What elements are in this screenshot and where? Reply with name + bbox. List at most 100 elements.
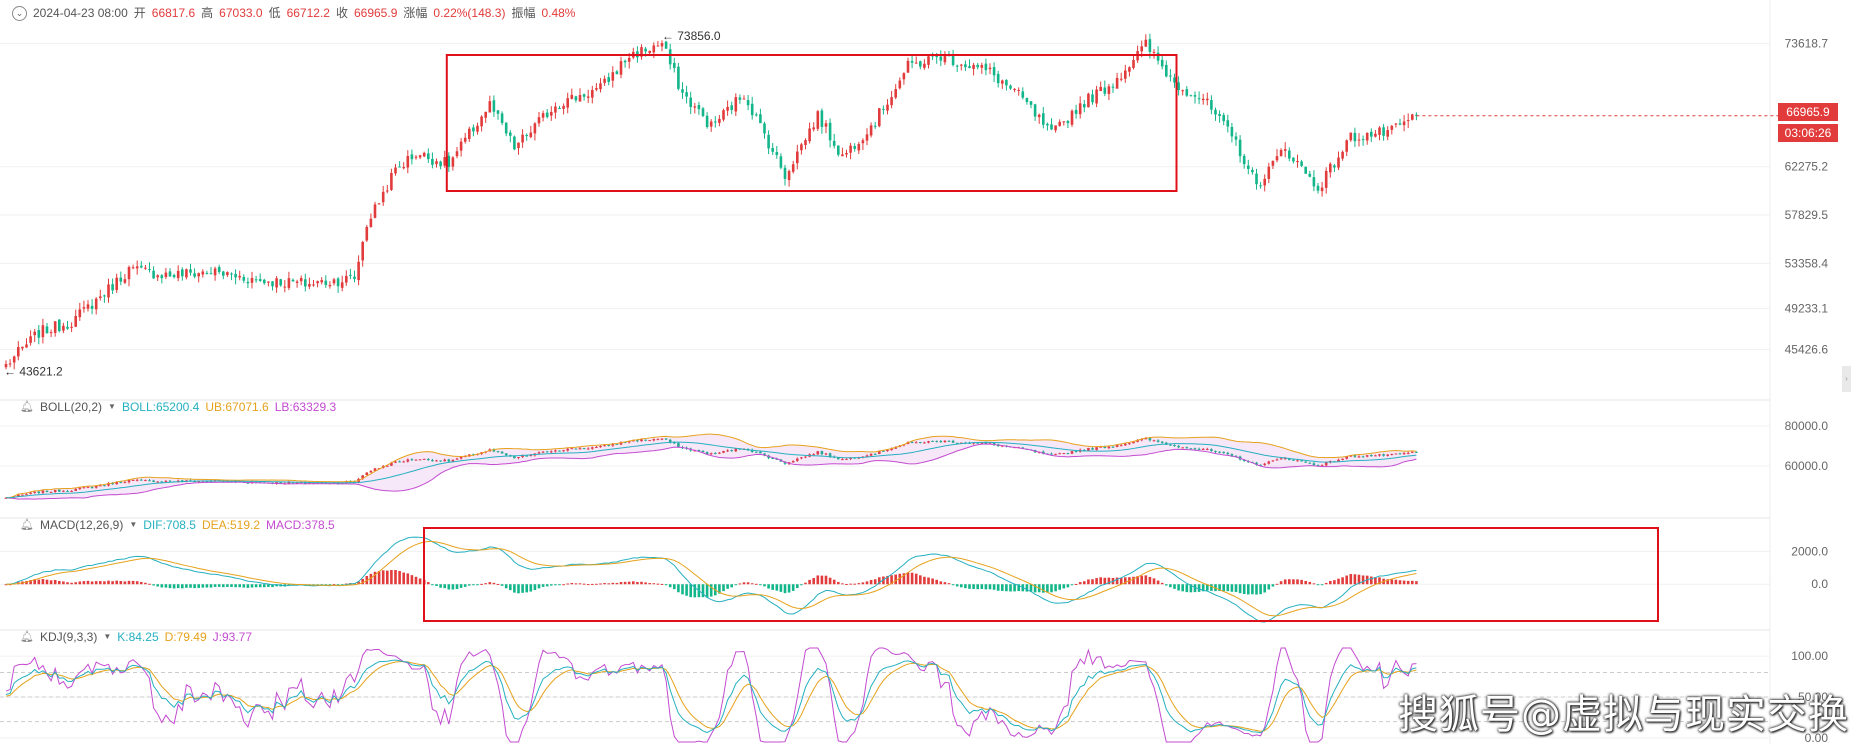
candle-body xyxy=(283,286,287,288)
candle-body xyxy=(767,134,770,149)
boll-candle-body xyxy=(496,451,500,453)
candle-body xyxy=(1132,60,1135,68)
candle-body xyxy=(271,281,274,287)
macd-dea-line xyxy=(5,540,1417,617)
boll-candle-body xyxy=(1353,455,1357,457)
boll-candle-body xyxy=(1140,439,1143,441)
macd-bar xyxy=(1267,584,1271,590)
macd-bar xyxy=(1222,584,1225,592)
candle-body xyxy=(1099,86,1102,92)
candle-body xyxy=(660,43,664,47)
candle-body xyxy=(984,63,988,71)
candle-body xyxy=(226,272,229,276)
bell-icon[interactable]: 🔔︎ xyxy=(20,631,34,643)
boll-lb: LB:63329.3 xyxy=(274,400,337,414)
macd-name[interactable]: MACD(12,26,9) xyxy=(39,518,124,532)
macd-bar xyxy=(931,578,934,585)
boll-candle-body xyxy=(1415,451,1418,453)
candle-body xyxy=(533,123,537,134)
macd-bar xyxy=(451,584,455,590)
candle-body xyxy=(1021,91,1025,98)
candle-body xyxy=(406,156,410,168)
candle-body xyxy=(779,156,783,168)
caret-down-icon[interactable]: ▼ xyxy=(129,520,138,529)
panel-expand-handle[interactable]: › xyxy=(1842,366,1851,392)
macd-bar xyxy=(1238,584,1242,594)
boll-candle-body xyxy=(1300,460,1303,462)
boll-name[interactable]: BOLL(20,2) xyxy=(39,400,103,414)
candle-body xyxy=(1128,67,1131,72)
candle-body xyxy=(1185,89,1189,96)
candle-body xyxy=(107,284,110,298)
candle-body xyxy=(304,279,307,287)
candle-body xyxy=(607,77,610,83)
caret-down-icon[interactable]: ▼ xyxy=(108,402,116,411)
boll-candle-body xyxy=(431,460,434,462)
macd-bar xyxy=(718,584,721,594)
macd-bar xyxy=(759,584,762,586)
boll-candle-body xyxy=(127,479,131,483)
boll-candle-body xyxy=(1304,461,1307,463)
candle-body xyxy=(1181,90,1184,92)
boll-candle-body xyxy=(845,458,848,460)
boll-candle-body xyxy=(33,491,36,493)
candle-body xyxy=(250,277,254,283)
macd-bar xyxy=(427,582,430,585)
caret-down-icon[interactable]: ▼ xyxy=(103,632,112,641)
macd-layer xyxy=(4,536,1418,623)
macd-bar xyxy=(841,583,844,585)
collapse-chevron-icon[interactable]: ⌄ xyxy=(12,5,27,21)
boll-candle-body xyxy=(504,453,508,456)
candle-body xyxy=(517,142,520,149)
macd-bar xyxy=(127,580,131,585)
macd-bar xyxy=(1333,580,1336,585)
macd-bar xyxy=(1029,584,1033,592)
macd-bar xyxy=(1001,584,1004,591)
boll-candle-body xyxy=(140,479,143,481)
candle-body xyxy=(783,167,787,179)
candle-body xyxy=(1054,125,1057,131)
macd-bar xyxy=(217,584,221,587)
macd-bar xyxy=(1349,574,1353,585)
macd-bar xyxy=(328,584,332,586)
boll-mid-line xyxy=(5,441,1417,499)
macd-bar xyxy=(705,584,709,598)
candle-body xyxy=(455,151,459,157)
boll-candle-body xyxy=(517,457,520,459)
boll-candle-body xyxy=(886,450,889,452)
kdj-name[interactable]: KDJ(9,3,3) xyxy=(39,630,98,644)
candle-body xyxy=(1062,121,1066,123)
candle-body xyxy=(1214,109,1217,115)
boll-candle-body xyxy=(119,481,123,483)
macd-bar xyxy=(160,584,164,588)
bell-icon[interactable]: 🔔︎ xyxy=(20,519,34,531)
macd-bar xyxy=(898,573,902,585)
candle-body xyxy=(960,64,963,66)
boll-candle-body xyxy=(1177,445,1180,448)
macd-bar xyxy=(181,584,184,589)
boll-candle-body xyxy=(796,458,799,461)
boll-candle-body xyxy=(714,453,717,455)
candle-body xyxy=(656,45,660,47)
macd-bar xyxy=(1357,574,1361,585)
boll-candle-body xyxy=(935,440,938,442)
bell-icon[interactable]: 🔔︎ xyxy=(20,401,34,413)
candle-body xyxy=(1046,123,1049,126)
macd-bar xyxy=(681,584,684,595)
macd-bar xyxy=(1058,584,1061,590)
candle-body xyxy=(1288,150,1291,159)
boll-candle-body xyxy=(99,485,102,487)
candle-body xyxy=(492,100,496,112)
boll-candle-body xyxy=(1308,462,1312,464)
macd-bar xyxy=(45,579,49,585)
candle-body xyxy=(1263,178,1266,186)
macd-bar xyxy=(394,570,397,585)
candle-body xyxy=(1107,86,1111,94)
candle-body xyxy=(755,114,758,116)
macd-bar xyxy=(119,581,123,585)
macd-bar xyxy=(390,569,393,585)
macd-bar xyxy=(1115,577,1119,585)
boll-candle-body xyxy=(164,480,168,482)
macd-bar xyxy=(656,583,660,585)
